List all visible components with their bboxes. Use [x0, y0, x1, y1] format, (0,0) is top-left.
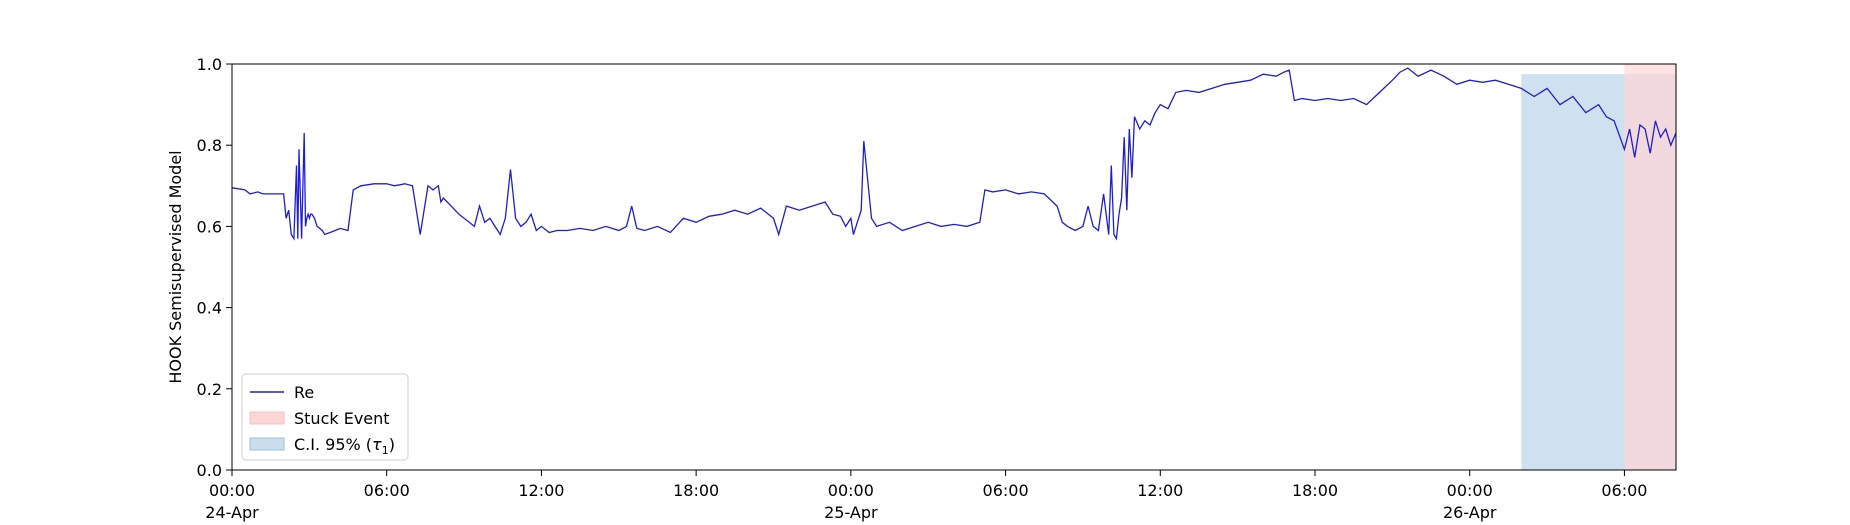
- legend-label: Re: [294, 383, 314, 402]
- legend-swatch-ci: [249, 437, 285, 451]
- y-tick-label: 0.6: [197, 217, 222, 236]
- y-tick-label: 0.8: [197, 136, 222, 155]
- x-tick-label: 00:00: [1447, 481, 1493, 500]
- x-tick-label: 06:00: [364, 481, 410, 500]
- y-axis-label: HOOK Semisupervised Model: [166, 150, 185, 383]
- plot-frame: [231, 63, 1677, 471]
- x-axis: 00:0024-Apr190006:0012:0018:0000:0025-Ap…: [205, 470, 1647, 522]
- x-tick-label: 12:00: [518, 481, 564, 500]
- x-tick-label: 00:00: [209, 481, 255, 500]
- y-tick-label: 1.0: [197, 55, 222, 74]
- x-tick-date-label: 26-Apr: [1443, 503, 1497, 522]
- y-axis: 0.0 0.2 0.4 0.6 0.8 1.0: [197, 55, 232, 480]
- x-tick-date-label: 24-Apr: [205, 503, 259, 522]
- legend-label: Stuck Event: [294, 409, 390, 428]
- x-tick-label: 18:00: [673, 481, 719, 500]
- stuck-event-region: [1624, 64, 1676, 470]
- legend-label: C.I. 95% (τ1): [294, 435, 395, 457]
- x-tick-date-label: 25-Apr: [824, 503, 878, 522]
- x-tick-label: 00:00: [828, 481, 874, 500]
- shaded-regions: [1521, 64, 1676, 471]
- legend-swatch-stuck-event: [249, 411, 285, 425]
- x-tick-label: 18:00: [1292, 481, 1338, 500]
- y-tick-label: 0.2: [197, 380, 222, 399]
- series-layer: [231, 67, 1677, 241]
- y-tick-label: 0.0: [197, 461, 222, 480]
- y-tick-label: 0.4: [197, 299, 222, 318]
- series-line-re: [231, 67, 1677, 241]
- x-tick-label: 06:00: [983, 481, 1029, 500]
- legend: Re Stuck Event C.I. 95% (τ1): [241, 373, 409, 461]
- x-tick-label: 06:00: [1601, 481, 1647, 500]
- x-tick-label: 12:00: [1137, 481, 1183, 500]
